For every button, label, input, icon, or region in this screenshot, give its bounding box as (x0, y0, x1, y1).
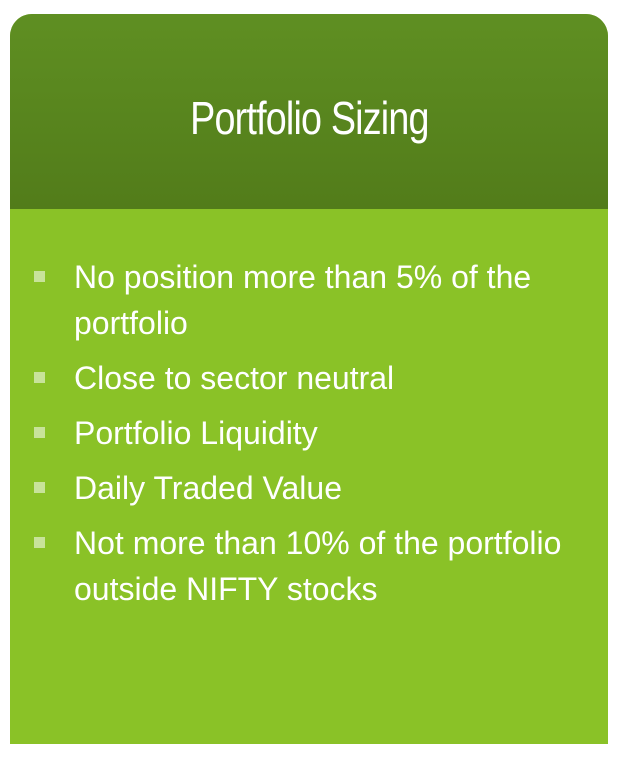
square-bullet-icon (34, 482, 45, 493)
bullet-text: Not more than 10% of the portfolio outsi… (74, 525, 562, 607)
square-bullet-icon (34, 537, 45, 548)
list-item: Daily Traded Value (34, 465, 594, 511)
square-bullet-icon (34, 271, 45, 282)
portfolio-sizing-card: Portfolio Sizing No position more than 5… (10, 14, 608, 744)
list-item: Portfolio Liquidity (34, 410, 594, 456)
list-item: No position more than 5% of the portfoli… (34, 254, 594, 346)
bullet-list: No position more than 5% of the portfoli… (34, 254, 594, 621)
card-body: No position more than 5% of the portfoli… (10, 209, 608, 744)
bullet-text: Daily Traded Value (74, 470, 342, 506)
list-item: Not more than 10% of the portfolio outsi… (34, 520, 594, 612)
bullet-text: Close to sector neutral (74, 360, 395, 396)
card-title: Portfolio Sizing (189, 91, 429, 144)
square-bullet-icon (34, 427, 45, 438)
list-item: Close to sector neutral (34, 355, 594, 401)
bullet-text: Portfolio Liquidity (74, 415, 318, 451)
card-header: Portfolio Sizing (10, 14, 608, 209)
square-bullet-icon (34, 372, 45, 383)
bullet-text: No position more than 5% of the portfoli… (74, 259, 532, 341)
